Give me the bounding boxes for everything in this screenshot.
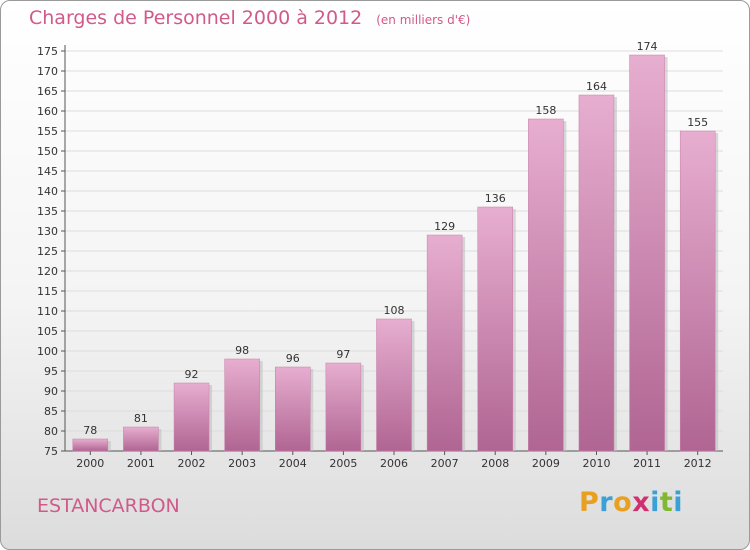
x-tick-label: 2012 [684, 457, 712, 470]
bar-value-label: 158 [535, 104, 556, 117]
y-tick-label: 100 [37, 345, 58, 358]
bar [224, 358, 260, 452]
logo-letter: t [659, 487, 674, 518]
logo-letter: i [650, 487, 660, 518]
y-tick-label: 160 [37, 105, 58, 118]
bar [629, 54, 665, 452]
y-tick-label: 140 [37, 185, 58, 198]
y-tick-label: 110 [37, 305, 58, 318]
bar [173, 382, 210, 452]
y-tick-label: 145 [37, 165, 58, 178]
bar-value-label: 97 [336, 348, 350, 361]
x-tick-label: 2001 [127, 457, 155, 470]
y-tick-label: 175 [37, 45, 58, 58]
labels: 78 2000 81 2001 92 2002 98 2003 96 2004 97 2005 108 2… [76, 40, 711, 470]
y-tick-label: 130 [37, 225, 58, 238]
commune-name: ESTANCARBON [37, 495, 180, 517]
bar-value-label: 108 [384, 304, 405, 317]
logo-letter: i [673, 487, 684, 518]
x-tick-label: 2000 [76, 457, 104, 470]
chart-subtitle: (en milliers d'€) [376, 13, 471, 27]
bar-value-label: 155 [687, 116, 708, 129]
logo-letter: x [632, 487, 651, 518]
bar [376, 318, 412, 452]
x-tick-label: 2011 [633, 457, 661, 470]
y-tick-label: 115 [37, 285, 58, 298]
logo-letter: P [579, 487, 600, 518]
y-tick-label: 95 [44, 365, 58, 378]
bar-value-label: 129 [434, 220, 455, 233]
bar-value-label: 96 [286, 352, 300, 365]
x-tick-label: 2009 [532, 457, 560, 470]
bar [528, 118, 564, 452]
bar [123, 426, 159, 452]
x-tick-label: 2010 [582, 457, 610, 470]
chart-title: Charges de Personnel 2000 à 2012 [29, 7, 363, 29]
bar-value-label: 81 [134, 412, 148, 425]
y-tick-label: 80 [44, 425, 58, 438]
y-tick-label: 165 [37, 85, 58, 98]
bar [578, 94, 615, 452]
bar-value-label: 98 [235, 344, 249, 357]
y-tick-label: 85 [44, 405, 58, 418]
bar [679, 130, 716, 452]
x-tick-label: 2007 [431, 457, 459, 470]
y-tick-label: 125 [37, 245, 58, 258]
chart-title-block: Charges de Personnel 2000 à 2012 (en mill… [29, 7, 470, 29]
x-tick-label: 2006 [380, 457, 408, 470]
bars [72, 54, 719, 452]
y-tick-label: 150 [37, 145, 58, 158]
y-tick-label: 170 [37, 65, 58, 78]
bar [426, 234, 463, 452]
y-tick-label: 105 [37, 325, 58, 338]
y-tick-label: 135 [37, 205, 58, 218]
bar [275, 366, 311, 452]
bar [72, 438, 109, 452]
y-tick-label: 75 [44, 445, 58, 458]
y-tick-label: 120 [37, 265, 58, 278]
x-tick-label: 2005 [329, 457, 357, 470]
bar-value-label: 136 [485, 192, 506, 205]
x-tick-label: 2003 [228, 457, 256, 470]
proxiti-logo: Proxiti [579, 487, 683, 518]
bar-value-label: 78 [83, 424, 97, 437]
logo-letter: r [599, 487, 614, 518]
x-tick-label: 2002 [178, 457, 206, 470]
bar-value-label: 92 [185, 368, 199, 381]
bar-value-label: 174 [637, 40, 658, 53]
bar [477, 206, 513, 452]
x-tick-label: 2008 [481, 457, 509, 470]
x-tick-label: 2004 [279, 457, 307, 470]
y-tick-label: 155 [37, 125, 58, 138]
logo-letter: o [613, 487, 633, 518]
bar [325, 362, 362, 452]
y-tick-label: 90 [44, 385, 58, 398]
bar-value-label: 164 [586, 80, 607, 93]
